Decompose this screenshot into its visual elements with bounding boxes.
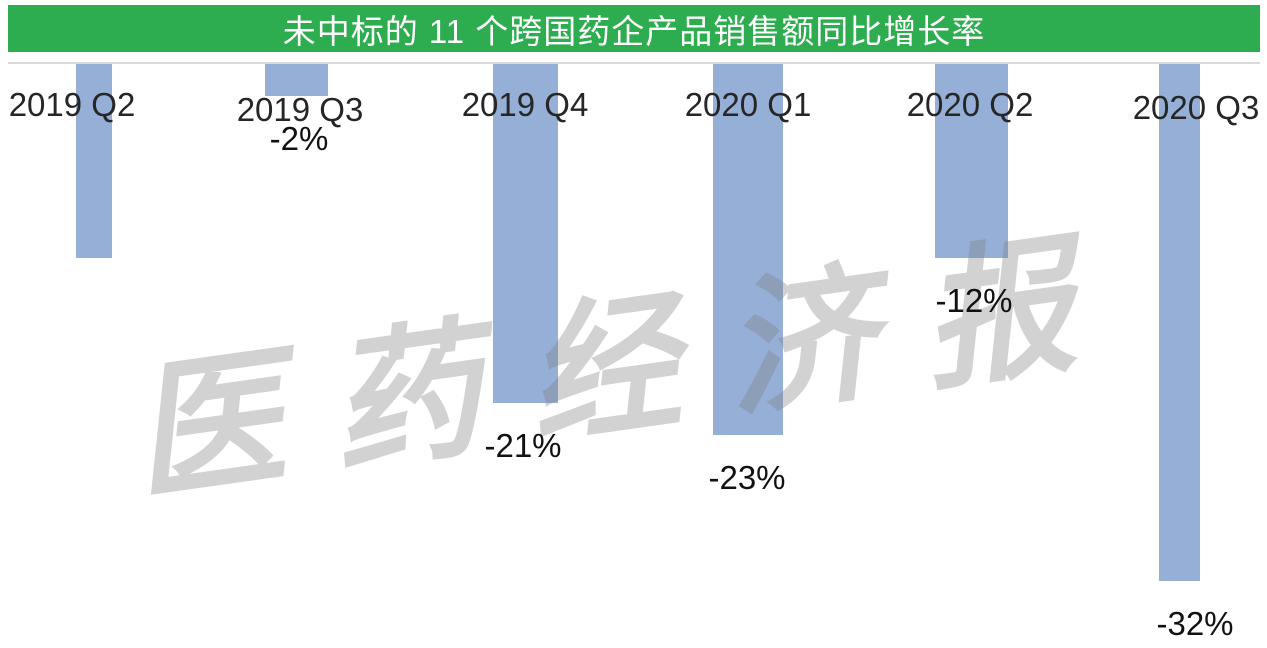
bar-data-label: -21%	[484, 427, 562, 464]
category-label: 2019 Q2	[8, 86, 136, 123]
bar-data-label: -32%	[1156, 605, 1234, 642]
category-label: 2019 Q4	[461, 86, 589, 123]
category-label: 2020 Q2	[906, 86, 1034, 123]
chart-bar	[76, 64, 112, 258]
chart-bar	[1159, 64, 1200, 581]
axis-baseline	[8, 62, 1260, 64]
chart-bar	[493, 64, 558, 403]
chart-bar	[935, 64, 1008, 258]
category-label: 2020 Q3	[1132, 89, 1260, 126]
chart-title: 未中标的 11 个跨国药企产品销售额同比增长率	[8, 5, 1260, 52]
bar-data-label: -23%	[708, 459, 786, 496]
category-label: 2019 Q3	[236, 91, 364, 128]
bar-data-label: -12%	[935, 282, 1013, 319]
watermark: 医 药 经 济 报	[121, 223, 1090, 521]
chart-bar	[265, 64, 328, 96]
chart-bar	[713, 64, 783, 435]
category-label: 2020 Q1	[684, 86, 812, 123]
bar-data-label: -2%	[269, 120, 329, 157]
